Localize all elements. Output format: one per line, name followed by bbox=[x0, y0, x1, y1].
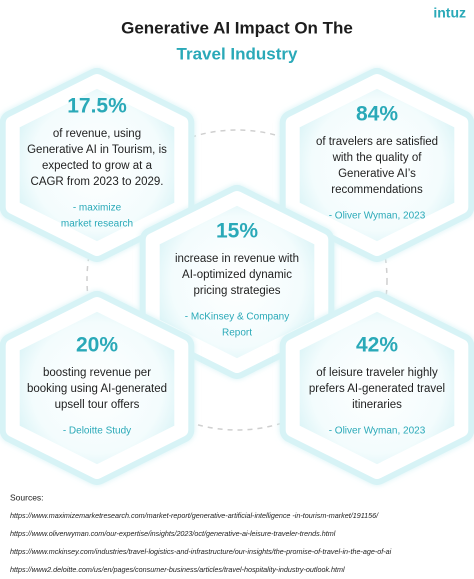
stat: 42% bbox=[356, 334, 398, 357]
stat-text: of revenue, using bbox=[53, 128, 141, 140]
stat-text: CAGR from 2023 to 2029. bbox=[31, 176, 164, 188]
stat-source: - McKinsey & Company bbox=[185, 312, 289, 323]
stat-text: of leisure traveler highly bbox=[316, 367, 438, 379]
hexagon bbox=[145, 191, 329, 373]
hexagon bbox=[5, 297, 189, 479]
stat: 84% bbox=[356, 103, 398, 126]
stat-source: - Oliver Wyman, 2023 bbox=[329, 426, 426, 437]
stat-source: - Oliver Wyman, 2023 bbox=[329, 211, 426, 222]
stat-text: with the quality of bbox=[332, 152, 423, 164]
stat-text: of travelers are satisfied bbox=[316, 136, 438, 148]
stat-text: upsell tour offers bbox=[55, 399, 140, 411]
stat: 20% bbox=[76, 334, 118, 357]
stat-text: recommendations bbox=[331, 184, 423, 196]
source-link: https://www.maximizemarketresearch.com/m… bbox=[10, 511, 379, 520]
stat-source: - Deloitte Study bbox=[63, 426, 131, 437]
stat-text: pricing strategies bbox=[194, 285, 281, 297]
cards: 17.5% of revenue, using Generative AI in T… bbox=[0, 68, 474, 485]
stat-text: AI-optimized dynamic bbox=[182, 269, 292, 281]
stat-source: Report bbox=[222, 328, 252, 339]
logo: intuz bbox=[433, 5, 466, 21]
stat-text: Generative AI in Tourism, is bbox=[27, 144, 167, 156]
stat-text: boosting revenue per bbox=[43, 367, 151, 379]
source-link: https://www2.deloitte.com/us/en/pages/co… bbox=[10, 565, 345, 574]
stat: 17.5% bbox=[67, 95, 127, 118]
stat-source: - maximize bbox=[73, 203, 122, 214]
stat: 15% bbox=[216, 220, 258, 243]
dashed-ring bbox=[86, 129, 388, 431]
stat-text: itineraries bbox=[352, 399, 402, 411]
stat-source: market research bbox=[61, 219, 133, 230]
stat-text: expected to grow at a bbox=[42, 160, 153, 172]
stat-text: Generative AI’s bbox=[338, 168, 416, 180]
source-link: https://www.oliverwyman.com/our-expertis… bbox=[10, 529, 336, 538]
hexagon bbox=[5, 74, 189, 256]
sources-heading: Sources: bbox=[10, 492, 44, 502]
hexagon bbox=[285, 297, 469, 479]
stat-text: increase in revenue with bbox=[175, 253, 299, 265]
subtitle: Travel Industry bbox=[177, 44, 298, 63]
source-link: https://www.mckinsey.com/industries/trav… bbox=[10, 547, 392, 556]
stat-text: prefers AI-generated travel bbox=[309, 383, 445, 395]
stat-text: booking using AI-generated bbox=[27, 383, 167, 395]
hexagon bbox=[285, 74, 469, 256]
title: Generative AI Impact On The bbox=[121, 18, 353, 37]
